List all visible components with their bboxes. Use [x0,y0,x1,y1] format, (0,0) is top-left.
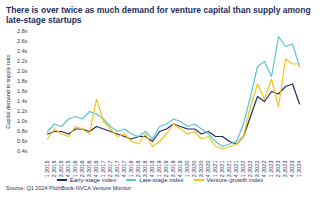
svg-text:0.8x: 0.8x [17,128,28,134]
svg-text:Q4 2021: Q4 2021 [233,161,239,178]
svg-text:Q1 2016: Q1 2016 [72,161,78,178]
svg-text:Q1 2024: Q1 2024 [296,161,302,178]
svg-text:0.4x: 0.4x [17,148,28,154]
svg-text:Q4 2019: Q4 2019 [177,161,183,178]
svg-text:0.6x: 0.6x [17,138,28,144]
svg-text:Q1 2018: Q1 2018 [128,161,134,178]
svg-text:Q2 2015: Q2 2015 [51,161,57,178]
svg-text:1.0x: 1.0x [17,118,28,124]
svg-text:2.4x: 2.4x [17,48,28,54]
svg-text:Q2 2018: Q2 2018 [135,161,141,178]
svg-text:Q2 2016: Q2 2016 [79,161,85,178]
html-text:Source: Q1 2024 PitchBook-NVCA: Source: Q1 2024 PitchBook-NVCA Venture M… [6,185,131,191]
svg-text:2.8x: 2.8x [17,28,28,34]
svg-text:Q4 2022: Q4 2022 [261,161,267,178]
svg-text:1.2x: 1.2x [17,108,28,114]
svg-text:Q3 2019: Q3 2019 [170,161,176,178]
svg-text:Q3 2021: Q3 2021 [226,161,232,178]
svg-text:Q3 2020: Q3 2020 [198,161,204,178]
svg-text:Q1 2021: Q1 2021 [212,161,218,178]
svg-text:Q2 2019: Q2 2019 [163,161,169,178]
svg-text:Q3 2016: Q3 2016 [86,161,92,178]
svg-text:Q4 2017: Q4 2017 [121,161,127,178]
svg-text:2.2x: 2.2x [17,58,28,64]
html-text:There is over twice as much de: There is over twice as much demand for v… [6,5,311,25]
svg-text:Capital demand to supply ratio: Capital demand to supply ratio [5,54,11,128]
svg-text:Q4 2023: Q4 2023 [289,161,295,178]
svg-text:Q3 2015: Q3 2015 [58,161,64,178]
html-text:Late-stage index: Late-stage index [139,177,184,183]
svg-text:Q4 2018: Q4 2018 [149,161,155,178]
html-text:Early-stage index: Early-stage index [69,177,117,183]
svg-text:1.8x: 1.8x [17,78,28,84]
svg-text:Q1 2023: Q1 2023 [268,161,274,178]
svg-text:Q4 2020: Q4 2020 [205,161,211,178]
svg-text:Q2 2017: Q2 2017 [107,161,113,178]
svg-text:Q2 2023: Q2 2023 [275,161,281,178]
svg-text:Q3 2017: Q3 2017 [114,161,120,178]
svg-text:Q1 2017: Q1 2017 [100,161,106,178]
svg-text:Q1 2015: Q1 2015 [44,161,50,178]
svg-text:Q1 2022: Q1 2022 [240,161,246,178]
svg-text:Q3 2022: Q3 2022 [254,161,260,178]
svg-text:2.0x: 2.0x [17,68,28,74]
svg-text:1.4x: 1.4x [17,98,28,104]
svg-text:2.6x: 2.6x [17,38,28,44]
svg-text:Q2 2020: Q2 2020 [191,161,197,178]
svg-text:Q2 2021: Q2 2021 [219,161,225,178]
svg-text:Q3 2018: Q3 2018 [142,161,148,178]
svg-text:Q3 2023: Q3 2023 [282,161,288,178]
svg-text:Q4 2015: Q4 2015 [65,161,71,178]
svg-text:Q2 2022: Q2 2022 [247,161,253,178]
svg-text:Q1 2019: Q1 2019 [156,161,162,178]
svg-text:Q1 2020: Q1 2020 [184,161,190,178]
svg-text:Q4 2016: Q4 2016 [93,161,99,178]
html-text:Venture-growth index: Venture-growth index [206,177,264,183]
svg-text:1.6x: 1.6x [17,88,28,94]
